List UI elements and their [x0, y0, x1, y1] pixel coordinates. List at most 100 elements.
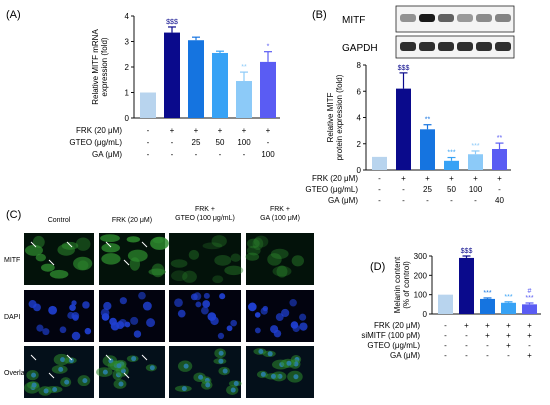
y-tick-label: 200: [414, 271, 428, 280]
bar: [468, 154, 483, 170]
dapi-nucleus: [226, 325, 233, 332]
dapi-nucleus: [289, 299, 297, 307]
overlap-nucleus: [102, 369, 108, 375]
mitf-stained-cell: [291, 255, 305, 267]
treatment-value: -: [402, 185, 405, 194]
mitf-band: [438, 14, 454, 22]
treatment-label: GA (μM): [92, 150, 122, 159]
micrograph-column-title: GA (100 μM): [260, 215, 300, 222]
overlap-nucleus: [218, 358, 224, 364]
micrograph-column-title: GTEO (100 μg/mL): [175, 215, 235, 222]
significance-mark: ***: [471, 143, 479, 150]
treatment-value: +: [485, 321, 490, 330]
arrow-indicator: [141, 354, 148, 361]
bar: [372, 156, 387, 170]
treatment-label: GTEO (μg/mL): [69, 138, 122, 147]
micrograph-row-label: Overlap: [4, 370, 29, 377]
treatment-value: -: [147, 138, 150, 147]
treatment-value: +: [218, 126, 223, 135]
dapi-nucleus: [71, 312, 80, 320]
significance-mark: $$$: [398, 65, 410, 72]
dapi-nucleus: [119, 297, 127, 305]
treatment-value: -: [171, 150, 174, 159]
mitf-stained-cell: [100, 234, 120, 243]
treatment-value: +: [527, 321, 532, 330]
dapi-nucleus: [247, 302, 257, 312]
treatment-value: +: [425, 174, 430, 183]
treatment-value: -: [444, 351, 447, 360]
y-tick-label: 0: [125, 114, 130, 123]
treatment-value: -: [465, 331, 468, 340]
treatment-value: +: [506, 331, 511, 340]
gapdh-band: [457, 42, 473, 51]
dapi-nucleus: [69, 304, 76, 311]
y-tick-label: 4: [357, 114, 362, 123]
treatment-value: -: [171, 138, 174, 147]
dapi-nucleus: [36, 324, 44, 332]
treatment-value: -: [465, 351, 468, 360]
arrow-indicator: [48, 259, 55, 266]
chart-a: 0 1 2 3 4 Relative MITF mRNAexpression (fold)…: [69, 12, 280, 159]
significance-mark: ***: [525, 295, 533, 302]
overlap-nucleus: [64, 379, 70, 385]
arrow-indicator: [30, 241, 37, 248]
overlap-nucleus: [270, 373, 276, 379]
treatment-label: FRK (20 μM): [312, 174, 358, 183]
mitf-stained-cell: [224, 265, 244, 276]
bar: [212, 52, 228, 118]
micrograph-column-title: Control: [48, 217, 71, 224]
overlap-nucleus: [198, 374, 204, 380]
overlap-nucleus: [258, 349, 264, 355]
dapi-nucleus: [193, 292, 202, 301]
mitf-blot-label: MITF: [342, 15, 365, 26]
dapi-nucleus: [177, 309, 186, 318]
mitf-stained-cell: [246, 238, 260, 249]
treatment-label: GTEO (μg/mL): [367, 341, 420, 350]
micrograph-column-title: FRK +: [195, 206, 215, 213]
bar: [396, 88, 411, 170]
treatment-value: -: [465, 341, 468, 350]
bar: [236, 81, 252, 118]
gapdh-blot-label: GAPDH: [342, 43, 378, 54]
treatment-value: -: [147, 126, 150, 135]
panel-c-label: (C): [6, 209, 21, 221]
micrograph-column-title: FRK (20 μM): [112, 217, 152, 224]
significance-mark: ***: [483, 290, 491, 297]
significance-mark: **: [497, 135, 503, 142]
mitf-stained-cell: [182, 270, 197, 283]
mitf-band: [495, 14, 511, 22]
mitf-stained-cell: [188, 249, 200, 260]
dapi-nucleus: [138, 291, 146, 300]
dapi-nucleus: [219, 293, 226, 300]
gapdh-band: [400, 42, 416, 51]
y-tick-label: 300: [414, 252, 428, 261]
bar: [164, 32, 180, 119]
micrograph-tile: [24, 290, 94, 342]
dapi-nucleus: [109, 317, 117, 326]
dapi-nucleus: [254, 312, 261, 318]
bar: [188, 40, 204, 118]
mitf-stained-cell: [152, 237, 164, 244]
y-tick-label: 100: [414, 291, 428, 300]
significance-mark: *: [267, 44, 270, 51]
treatment-value: +: [464, 321, 469, 330]
treatment-value: -: [402, 196, 405, 205]
treatment-value: +: [497, 174, 502, 183]
gapdh-band: [476, 42, 492, 51]
mitf-stained-cell: [35, 253, 47, 262]
western-blot: MITF GAPDH: [342, 5, 515, 59]
dapi-nucleus: [71, 331, 81, 341]
y-tick-label: 0: [423, 310, 428, 319]
overlap-nucleus: [222, 368, 228, 374]
dapi-nucleus: [200, 306, 209, 315]
overlap-nucleus: [31, 372, 37, 378]
significance-mark: #: [528, 288, 532, 295]
overlap-nucleus: [205, 382, 211, 388]
treatment-value: -: [243, 150, 246, 159]
mitf-stained-cell: [151, 263, 165, 278]
overlap-nucleus: [230, 387, 236, 393]
treatment-value: -: [450, 196, 453, 205]
y-tick-label: 1: [125, 89, 130, 98]
treatment-value: -: [426, 196, 429, 205]
